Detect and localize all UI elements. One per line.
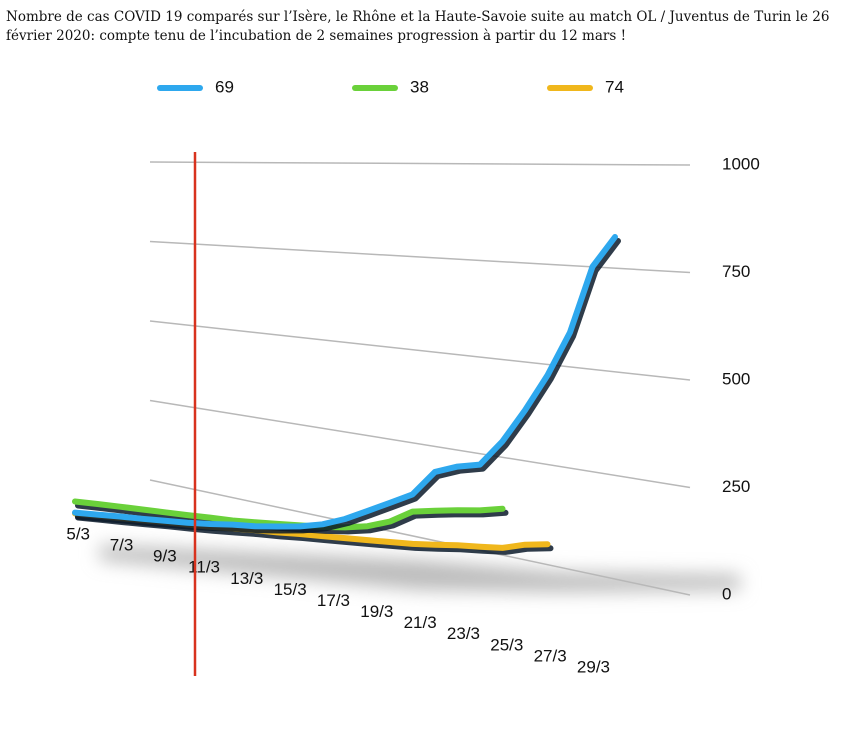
grid-line	[149, 161, 691, 166]
x-tick-label: 29/3	[577, 657, 610, 676]
grid-line	[149, 399, 691, 489]
floor-shadow	[100, 545, 740, 592]
y-tick-label: 250	[722, 477, 750, 496]
line-depth	[75, 238, 621, 534]
grid: 0 250 500 750 1000 5/3 7/3 9/3 11/3 13/3 15/3 17/3 1…	[66, 154, 759, 676]
legend: 69 38 74	[157, 77, 624, 96]
grid-line	[149, 320, 691, 381]
x-tick-label: 11/3	[188, 558, 220, 577]
x-tick-label: 21/3	[404, 613, 437, 632]
plot	[72, 234, 621, 555]
x-tick-label: 25/3	[490, 635, 523, 654]
x-tick-label: 27/3	[534, 646, 567, 665]
x-tick-label: 17/3	[317, 591, 350, 610]
y-tick-label: 500	[722, 369, 750, 388]
x-tick-label: 5/3	[66, 524, 90, 543]
legend-label: 74	[605, 77, 624, 96]
chart-title: Nombre de cas COVID 19 comparés sur l’Is…	[6, 9, 830, 44]
x-tick-label: 23/3	[447, 624, 480, 643]
grid-line	[149, 479, 691, 596]
legend-label: 69	[215, 77, 234, 96]
legend-label: 38	[410, 77, 429, 96]
x-tick-label: 13/3	[230, 569, 263, 588]
series-line	[72, 234, 618, 530]
x-tick-label: 7/3	[110, 536, 134, 555]
y-tick-label: 750	[722, 262, 750, 281]
y-tick-label: 0	[722, 584, 731, 603]
x-tick-label: 15/3	[274, 580, 307, 599]
y-tick-label: 1000	[722, 154, 760, 173]
x-tick-label: 9/3	[153, 547, 177, 566]
x-tick-label: 19/3	[360, 602, 393, 621]
